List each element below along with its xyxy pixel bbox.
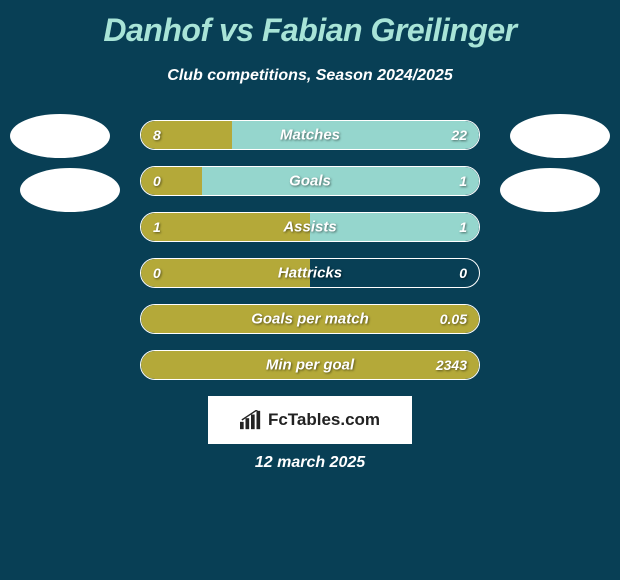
- stat-label: Goals: [289, 173, 331, 190]
- stat-value-left: 1: [153, 219, 161, 235]
- stat-row-min-per-goal: Min per goal 2343: [140, 350, 480, 380]
- stat-label: Goals per match: [251, 311, 369, 328]
- stat-value-left: 0: [153, 173, 161, 189]
- stat-row-assists: 1 Assists 1: [140, 212, 480, 242]
- comparison-subtitle: Club competitions, Season 2024/2025: [0, 67, 620, 85]
- bar-fill-right: [232, 121, 479, 149]
- stat-value-right: 22: [451, 127, 467, 143]
- stat-row-matches: 8 Matches 22: [140, 120, 480, 150]
- stat-value-right: 0.05: [440, 311, 467, 327]
- stat-value-right: 2343: [436, 357, 467, 373]
- stat-value-right: 1: [459, 219, 467, 235]
- comparison-date: 12 march 2025: [255, 454, 365, 472]
- comparison-title: Danhof vs Fabian Greilinger: [0, 0, 620, 49]
- fctables-logo-text: FcTables.com: [268, 410, 380, 430]
- stat-value-left: 0: [153, 265, 161, 281]
- bar-fill-right: [202, 167, 479, 195]
- stat-row-goals-per-match: Goals per match 0.05: [140, 304, 480, 334]
- stat-value-right: 1: [459, 173, 467, 189]
- player-left-avatar-2: [20, 168, 120, 212]
- stat-row-hattricks: 0 Hattricks 0: [140, 258, 480, 288]
- stat-value-left: 8: [153, 127, 161, 143]
- stats-bars-container: 8 Matches 22 0 Goals 1 1 Assists 1 0 Hat…: [140, 120, 480, 396]
- stat-value-right: 0: [459, 265, 467, 281]
- stat-label: Hattricks: [278, 265, 342, 282]
- stat-row-goals: 0 Goals 1: [140, 166, 480, 196]
- bar-fill-left: [141, 167, 202, 195]
- player-right-avatar-2: [500, 168, 600, 212]
- player-right-avatar-1: [510, 114, 610, 158]
- stat-label: Assists: [283, 219, 336, 236]
- player-left-avatar-1: [10, 114, 110, 158]
- fctables-chart-icon: [240, 410, 262, 430]
- stat-label: Matches: [280, 127, 340, 144]
- stat-label: Min per goal: [266, 357, 354, 374]
- fctables-logo-box: FcTables.com: [208, 396, 412, 444]
